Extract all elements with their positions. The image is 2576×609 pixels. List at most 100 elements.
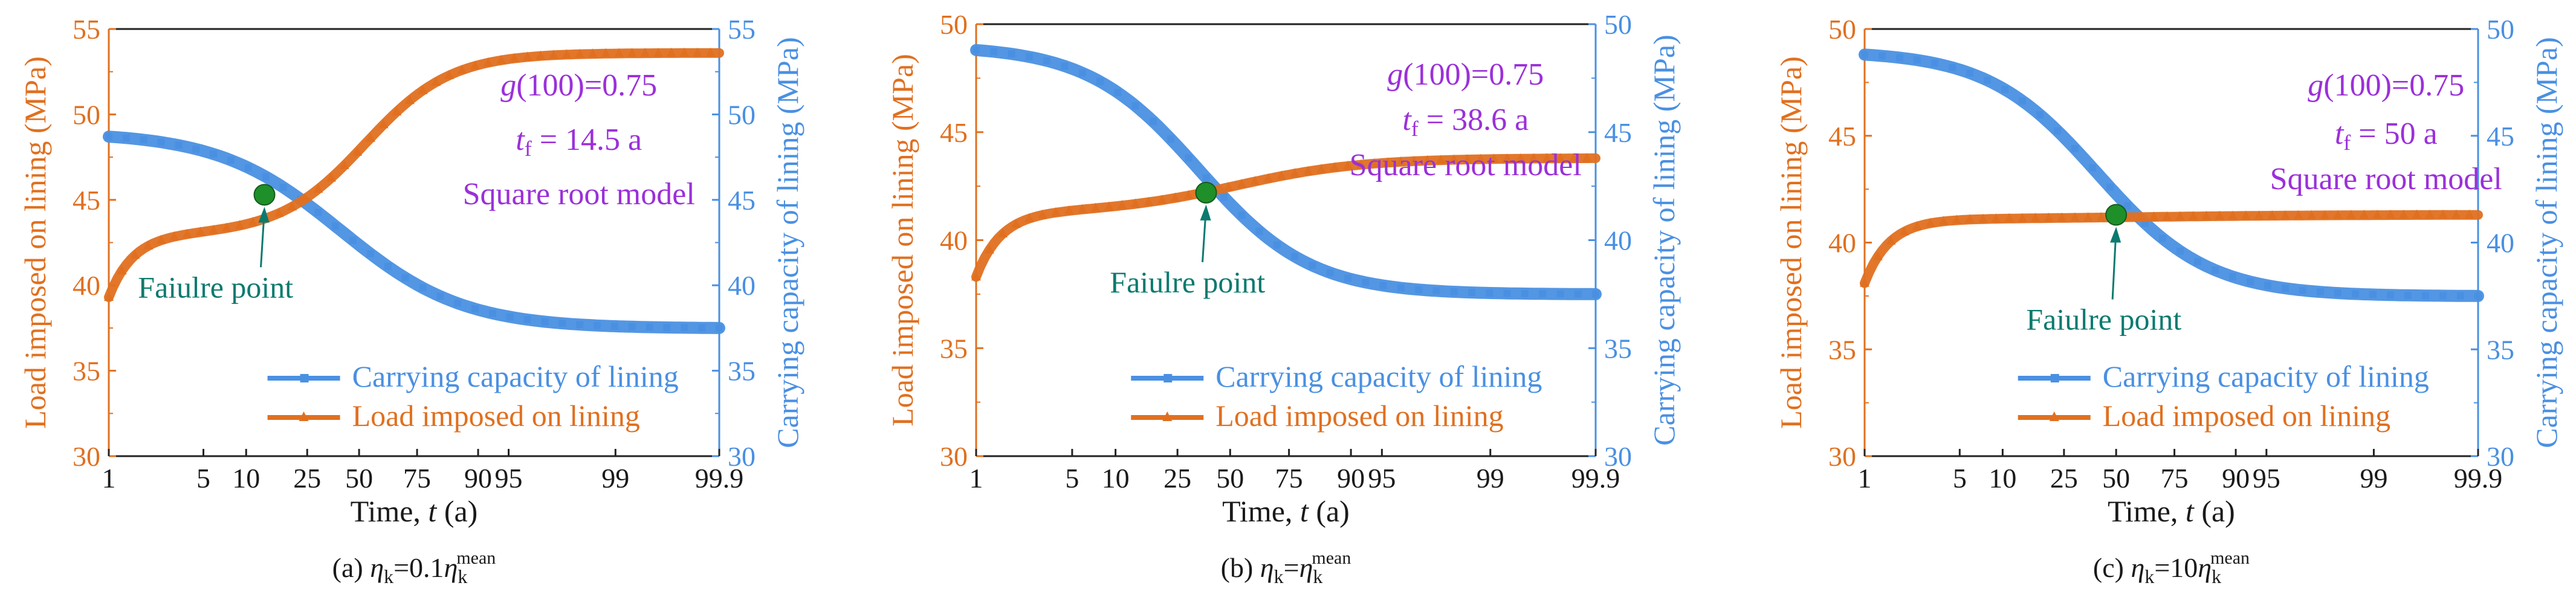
point-load bbox=[522, 51, 532, 61]
point-load bbox=[1250, 176, 1260, 185]
point-capacity bbox=[105, 133, 112, 141]
point-load bbox=[1409, 155, 1419, 165]
point-load bbox=[195, 227, 205, 236]
point-load bbox=[1555, 153, 1565, 163]
y-tick-label-right: 50 bbox=[2487, 14, 2514, 45]
point-capacity bbox=[2334, 289, 2341, 297]
point-capacity bbox=[2106, 183, 2114, 191]
point-load bbox=[2135, 211, 2146, 221]
point-load bbox=[2280, 210, 2290, 219]
caption-relation: =0.1 bbox=[393, 552, 444, 583]
point-capacity bbox=[1131, 102, 1139, 110]
point-load bbox=[2096, 212, 2106, 222]
caption-eta-mean-sup: mean bbox=[1312, 548, 1351, 568]
panel-caption: (c) ηk=10ηkmean bbox=[2093, 548, 2250, 587]
point-capacity bbox=[663, 324, 671, 332]
point-capacity bbox=[2247, 278, 2254, 286]
point-load bbox=[1382, 157, 1393, 167]
legend-marker-load bbox=[299, 411, 309, 421]
point-capacity bbox=[140, 136, 147, 144]
point-load bbox=[1157, 195, 1167, 204]
point-load bbox=[130, 250, 140, 259]
point-capacity bbox=[454, 299, 462, 307]
point-load bbox=[1529, 153, 1539, 163]
point-load bbox=[352, 146, 363, 156]
point-capacity bbox=[1574, 290, 1582, 298]
point-load bbox=[1582, 152, 1592, 162]
point-capacity bbox=[1556, 290, 1564, 298]
y-tick-label-right: 45 bbox=[2487, 121, 2514, 152]
point-capacity bbox=[1397, 284, 1405, 292]
annotation-g-value: (100)=0.75 bbox=[1403, 57, 1544, 92]
point-capacity bbox=[2036, 111, 2044, 118]
point-load bbox=[1144, 196, 1154, 206]
point-load bbox=[1117, 200, 1127, 210]
point-load bbox=[2175, 211, 2185, 221]
point-capacity bbox=[972, 46, 980, 54]
x-tick-label: 90 bbox=[2222, 463, 2250, 494]
point-load bbox=[2293, 210, 2303, 219]
annotation-tf-var: t bbox=[516, 123, 525, 157]
point-load bbox=[627, 48, 637, 57]
point-load bbox=[483, 57, 493, 66]
annotation-tf: tf = 14.5 a bbox=[516, 123, 642, 161]
y-axis-label-right: Carrying capacity of lining (MPa) bbox=[1647, 34, 1681, 445]
point-capacity bbox=[2422, 292, 2429, 300]
annotation-model: Square root model bbox=[1350, 148, 1582, 182]
point-load bbox=[2320, 210, 2330, 219]
point-load bbox=[2398, 209, 2409, 219]
point-load bbox=[2372, 210, 2383, 219]
legend-marker-load bbox=[1162, 411, 1173, 421]
point-capacity bbox=[1149, 117, 1157, 125]
point-capacity bbox=[2352, 290, 2359, 298]
point-capacity bbox=[1061, 62, 1069, 70]
point-load bbox=[1396, 156, 1406, 166]
point-capacity bbox=[2282, 285, 2289, 292]
point-load bbox=[1356, 159, 1366, 169]
legend-label-load: Load imposed on lining bbox=[2103, 399, 2390, 433]
point-load bbox=[2267, 210, 2277, 220]
legend-label-capacity: Carrying capacity of lining bbox=[2103, 359, 2429, 393]
point-capacity bbox=[2212, 266, 2219, 274]
caption-eta-mean-sup: mean bbox=[2210, 548, 2250, 568]
x-tick-label: 1 bbox=[102, 463, 116, 494]
y-tick-label-left: 35 bbox=[940, 333, 968, 364]
x-tick-label: 5 bbox=[196, 463, 210, 494]
y-tick-label-left: 50 bbox=[940, 9, 968, 40]
point-load bbox=[1237, 179, 1247, 188]
point-load bbox=[2057, 212, 2067, 222]
point-capacity bbox=[2264, 282, 2271, 289]
point-load bbox=[2044, 213, 2054, 222]
point-load bbox=[1938, 216, 1949, 225]
point-load bbox=[692, 47, 702, 57]
caption-eta-mean-sup: mean bbox=[456, 548, 496, 568]
x-tick-label: 99 bbox=[2360, 463, 2387, 494]
y-tick-label-left: 45 bbox=[940, 117, 968, 148]
point-capacity bbox=[436, 292, 444, 300]
point-capacity bbox=[1468, 289, 1475, 297]
point-load bbox=[666, 47, 676, 57]
point-load bbox=[1965, 214, 1975, 224]
annotation-tf: tf = 38.6 a bbox=[1402, 103, 1529, 141]
point-load bbox=[431, 77, 441, 86]
x-tick-label: 99.9 bbox=[2454, 463, 2503, 494]
point-capacity bbox=[2089, 164, 2096, 172]
point-load bbox=[509, 53, 519, 62]
point-load bbox=[457, 65, 467, 74]
annotation-g: g(100)=0.75 bbox=[500, 68, 657, 103]
point-capacity bbox=[419, 284, 427, 292]
x-axis-label-var: t bbox=[1300, 494, 1309, 528]
point-capacity bbox=[175, 141, 183, 149]
annotation-tf-sub: f bbox=[2343, 130, 2351, 155]
x-axis-label-suffix: (a) bbox=[2194, 494, 2235, 528]
x-tick-label: 5 bbox=[1065, 463, 1079, 494]
point-capacity bbox=[1344, 274, 1351, 282]
point-load bbox=[2425, 209, 2435, 219]
caption-eta: η bbox=[1260, 552, 1274, 583]
point-load bbox=[1369, 158, 1379, 167]
x-tick-label: 10 bbox=[1102, 463, 1130, 494]
x-tick-label: 75 bbox=[1275, 463, 1303, 494]
point-load bbox=[365, 132, 375, 142]
point-capacity bbox=[1432, 287, 1440, 295]
